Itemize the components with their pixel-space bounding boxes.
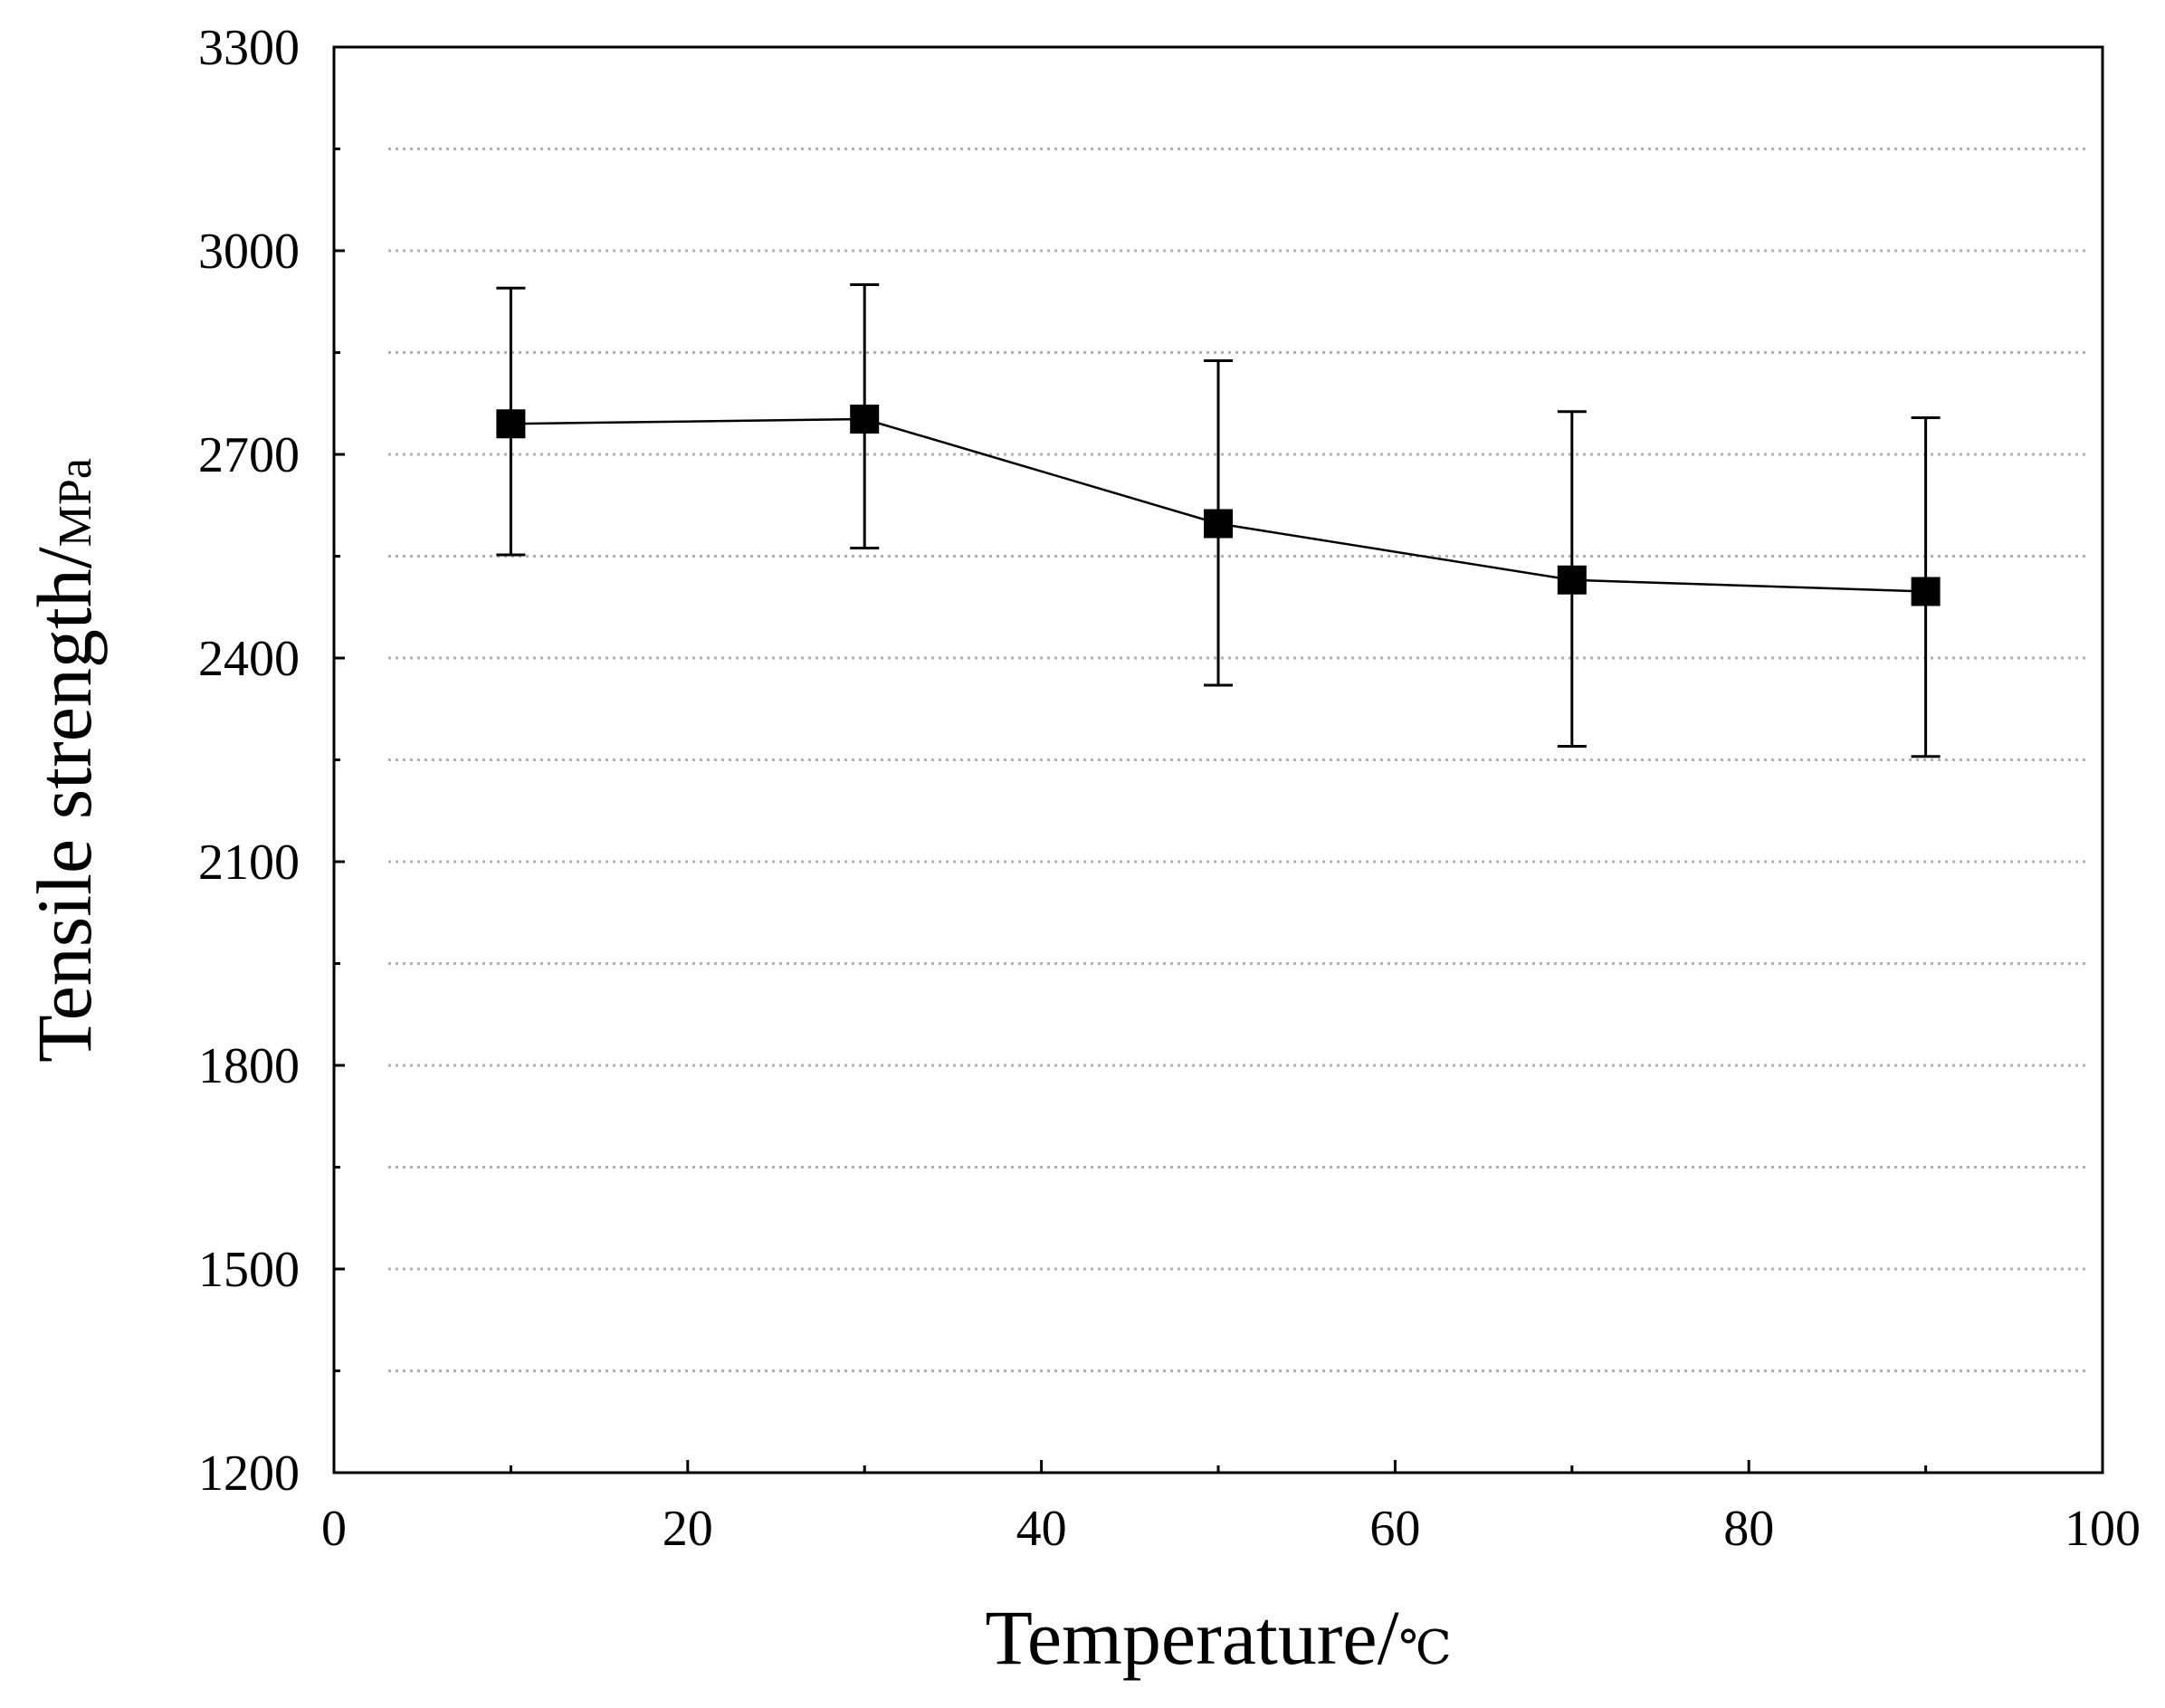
data-point xyxy=(1204,509,1233,539)
y-tick-label: 2100 xyxy=(198,835,300,891)
y-tick-label: 1200 xyxy=(198,1446,300,1502)
x-tick-label: 80 xyxy=(1723,1501,1774,1557)
y-axis-title: Tensile strength/MPa xyxy=(21,458,108,1063)
y-axis-title-unit: MPa xyxy=(50,458,101,547)
x-axis-title-unit: ℃ xyxy=(1399,1623,1452,1675)
series-layer xyxy=(496,283,1941,759)
x-tick-label: 40 xyxy=(1016,1501,1067,1557)
y-tick-label: 3000 xyxy=(198,224,300,280)
y-tick-label: 2700 xyxy=(198,427,300,483)
y-tick-label: 1500 xyxy=(198,1242,300,1298)
data-point xyxy=(1557,565,1587,595)
x-axis-title-text: Temperature/ xyxy=(985,1594,1398,1681)
x-axis-title: Temperature/℃ xyxy=(985,1594,1451,1681)
y-tick-label: 3300 xyxy=(198,20,300,76)
data-point xyxy=(850,405,880,434)
data-point xyxy=(1911,577,1941,606)
y-axis-title-text: Tensile strength/ xyxy=(21,547,108,1063)
y-tick-label: 2400 xyxy=(198,631,300,687)
x-tick-label: 20 xyxy=(663,1501,713,1557)
tick-layer: 1200 1500 1800 2100 2400 2700 3000 3300 0 20 40 60 8… xyxy=(198,20,2141,1557)
grid-layer xyxy=(388,148,2086,1372)
x-tick-label: 60 xyxy=(1369,1501,1420,1557)
data-point xyxy=(496,409,526,439)
y-tick-label: 1800 xyxy=(198,1038,300,1094)
x-tick-label: 100 xyxy=(2065,1501,2141,1557)
x-tick-label: 0 xyxy=(321,1501,347,1557)
